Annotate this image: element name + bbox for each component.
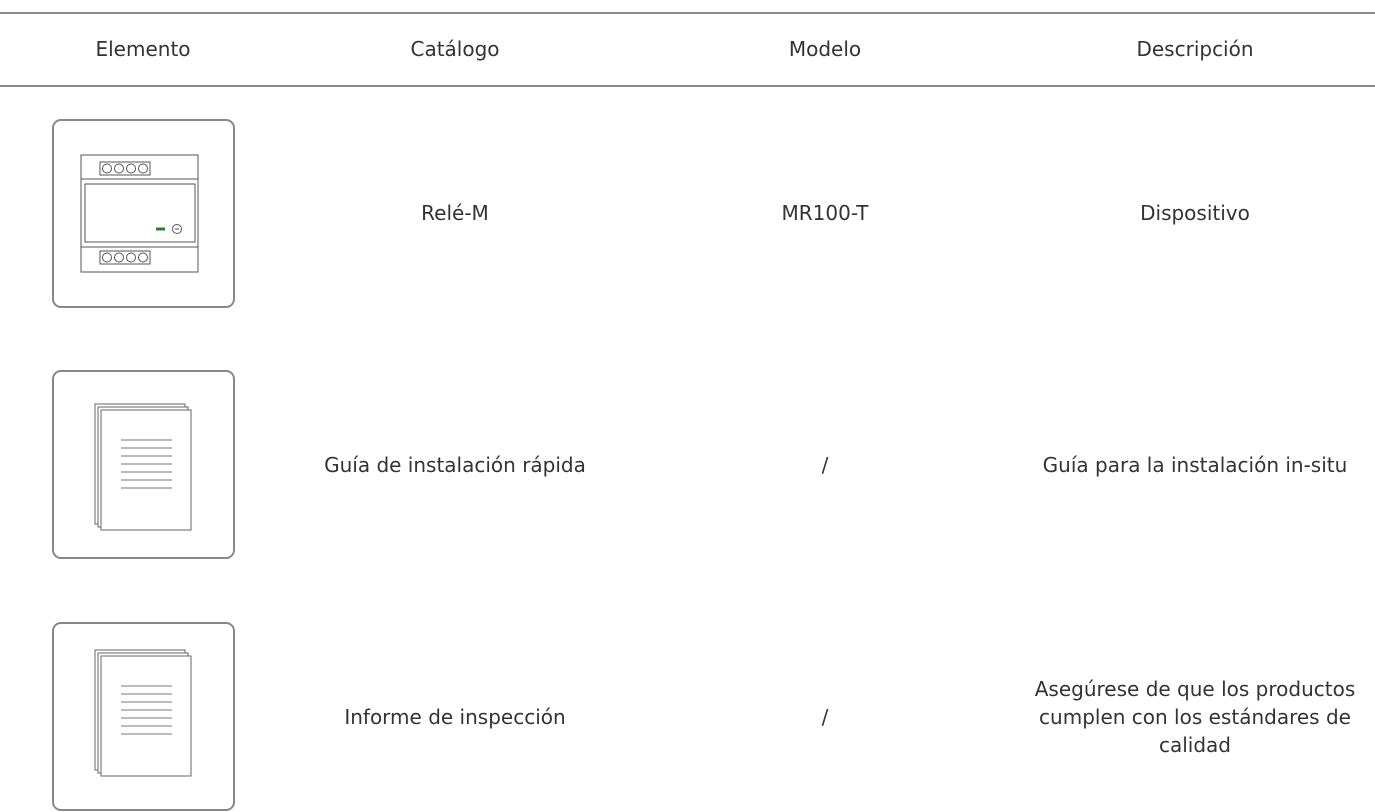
catalog-cell: Relé-M bbox=[421, 201, 489, 225]
model-cell: / bbox=[821, 705, 829, 729]
header-cell: Modelo bbox=[788, 37, 862, 61]
header-cell: Descripción bbox=[1136, 37, 1254, 61]
model-cell: MR100-T bbox=[781, 201, 869, 225]
document-icon bbox=[52, 622, 235, 811]
description-cell: Guía para la instalación in-situ bbox=[1042, 453, 1348, 477]
description-cell: Dispositivo bbox=[1140, 201, 1250, 225]
catalog-cell: Informe de inspección bbox=[344, 705, 566, 729]
description-cell: Asegúrese de que los productos cumplen c… bbox=[1034, 677, 1356, 757]
catalog-cell: Guía de instalación rápida bbox=[324, 453, 586, 477]
header-cell: Elemento bbox=[95, 37, 191, 61]
header-rule bbox=[0, 85, 1375, 87]
top-rule bbox=[0, 12, 1375, 14]
header-cell: Catálogo bbox=[410, 37, 500, 61]
document-icon bbox=[52, 370, 235, 559]
device-icon bbox=[52, 119, 235, 308]
model-cell: / bbox=[821, 453, 829, 477]
